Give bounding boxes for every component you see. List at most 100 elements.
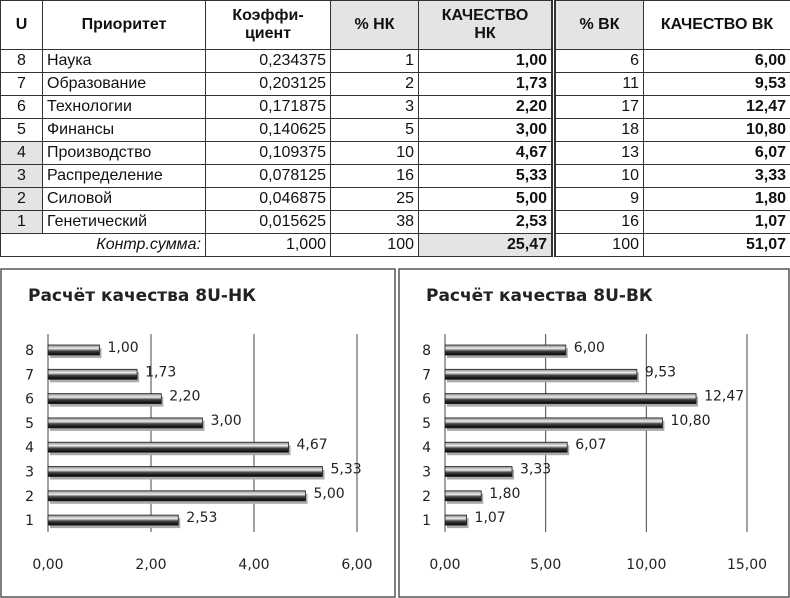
table-cell: Образование xyxy=(42,72,206,96)
data-label: 3,00 xyxy=(211,413,242,429)
chart-title: Расчёт качества 8U-ВК xyxy=(426,286,653,306)
table-cell: 3 xyxy=(0,164,43,188)
chart-panel xyxy=(398,268,790,598)
data-label: 5,00 xyxy=(314,486,345,502)
table-cell: 2 xyxy=(0,187,43,211)
table-cell: 4,67 xyxy=(418,141,554,165)
table-cell: 6 xyxy=(551,49,644,73)
bar xyxy=(47,344,100,356)
header-row: U Приоритет Коэффи- циент% НК КАЧЕСТВО НК% … xyxy=(0,0,790,50)
table-cell: 17 xyxy=(551,95,644,119)
table-cell: 5 xyxy=(330,118,419,142)
data-label: 1,00 xyxy=(108,340,139,356)
table-body: 8 Наука 0,234375 1 1,00 6 6,00 7 Образование 0,20… xyxy=(0,49,790,257)
table-cell: 5,33 xyxy=(418,164,554,188)
y-tick-label: 6 xyxy=(422,392,431,408)
table-cell: 0,109375 xyxy=(205,141,331,165)
y-tick-label: 3 xyxy=(422,465,431,481)
table-row: 5 Финансы 0,140625 5 3,00 18 10,80 xyxy=(0,118,790,142)
table-cell: 3,00 xyxy=(418,118,554,142)
table-cell: 9,53 xyxy=(643,72,790,96)
x-tick-label: 0,00 xyxy=(32,557,63,573)
table-cell: 16 xyxy=(330,164,419,188)
table-row: 2 Силовой 0,046875 25 5,00 9 1,80 xyxy=(0,187,790,211)
header-cell: КАЧЕСТВО НК xyxy=(418,0,554,50)
y-tick-label: 5 xyxy=(25,416,34,432)
bar xyxy=(444,393,697,404)
data-label: 12,47 xyxy=(704,389,744,405)
table-header: U Приоритет Коэффи- циент% НК КАЧЕСТВО НК% … xyxy=(0,0,790,50)
table-cell: 2,53 xyxy=(418,210,554,234)
y-tick-label: 6 xyxy=(25,392,34,408)
bar xyxy=(444,368,638,380)
header-cell: Приоритет xyxy=(42,0,206,50)
priority-table: U Приоритет Коэффи- циент% НК КАЧЕСТВО НК% … xyxy=(0,0,790,257)
table-cell: 0,078125 xyxy=(205,164,331,188)
table-cell: 1,00 xyxy=(418,49,554,73)
bar xyxy=(444,514,467,526)
bar xyxy=(47,393,162,404)
table-cell: 16 xyxy=(551,210,644,234)
header-cell: % НК xyxy=(330,0,419,50)
footer-cell: 100 xyxy=(330,233,419,257)
table-row: 4 Производство 0,109375 10 4,67 13 6,07 xyxy=(0,141,790,165)
y-tick-label: 4 xyxy=(25,440,34,456)
data-label: 2,53 xyxy=(186,510,217,526)
table-cell: 25 xyxy=(330,187,419,211)
y-tick-label: 7 xyxy=(422,367,431,383)
x-tick-label: 6,00 xyxy=(341,557,372,573)
data-label: 2,20 xyxy=(169,389,200,405)
table-cell: 10 xyxy=(551,164,644,188)
bar xyxy=(444,441,568,453)
table-cell: 1,80 xyxy=(643,187,790,211)
charts: Расчёт качества 8U-НК 0,00 2,00 4,00 6,00 8 1,… xyxy=(0,268,790,598)
bar xyxy=(47,441,289,453)
bar xyxy=(47,514,179,526)
data-label: 6,00 xyxy=(574,340,605,356)
table-cell: 7 xyxy=(0,72,43,96)
y-tick-label: 1 xyxy=(422,513,431,529)
x-tick-label: 2,00 xyxy=(135,557,166,573)
data-label: 9,53 xyxy=(645,364,676,380)
data-label: 4,67 xyxy=(297,437,328,453)
table-cell: 1,07 xyxy=(643,210,790,234)
table-cell: Технологии xyxy=(42,95,206,119)
x-tick-label: 10,00 xyxy=(626,557,666,573)
x-tick-label: 0,00 xyxy=(429,557,460,573)
table-cell: 2,20 xyxy=(418,95,554,119)
table-cell: Финансы xyxy=(42,118,206,142)
data-label: 1,80 xyxy=(489,486,520,502)
table-cell: 5,00 xyxy=(418,187,554,211)
table-cell: 10 xyxy=(330,141,419,165)
footer-cell: 25,47 xyxy=(418,233,554,257)
table-cell: 11 xyxy=(551,72,644,96)
footer-cell: 51,07 xyxy=(643,233,790,257)
table-cell: Наука xyxy=(42,49,206,73)
data-label: 5,33 xyxy=(330,462,361,478)
y-tick-label: 2 xyxy=(422,489,431,505)
table-cell: 2 xyxy=(330,72,419,96)
y-tick-label: 4 xyxy=(422,440,431,456)
table-cell: 18 xyxy=(551,118,644,142)
table-cell: 0,203125 xyxy=(205,72,331,96)
y-tick-label: 8 xyxy=(25,343,34,359)
table-row: 3 Распределение 0,078125 16 5,33 10 3,33 xyxy=(0,164,790,188)
table-cell: 6,00 xyxy=(643,49,790,73)
data-label: 10,80 xyxy=(670,413,710,429)
table-cell: 13 xyxy=(551,141,644,165)
footer-row: Контр.сумма: 1,000 100 25,47 100 51,07 xyxy=(0,233,790,257)
table-cell: 0,140625 xyxy=(205,118,331,142)
table-cell: 6 xyxy=(0,95,43,119)
header-cell: U xyxy=(0,0,43,50)
table-cell: 9 xyxy=(551,187,644,211)
table-row: 8 Наука 0,234375 1 1,00 6 6,00 xyxy=(0,49,790,73)
table-cell: 3,33 xyxy=(643,164,790,188)
y-tick-label: 1 xyxy=(25,513,34,529)
table-cell: 38 xyxy=(330,210,419,234)
y-tick-label: 5 xyxy=(422,416,431,432)
table-cell: 12,47 xyxy=(643,95,790,119)
table-cell: Производство xyxy=(42,141,206,165)
bar xyxy=(47,466,323,477)
footer-cell: 1,000 xyxy=(205,233,331,257)
data-label: 3,33 xyxy=(520,462,551,478)
